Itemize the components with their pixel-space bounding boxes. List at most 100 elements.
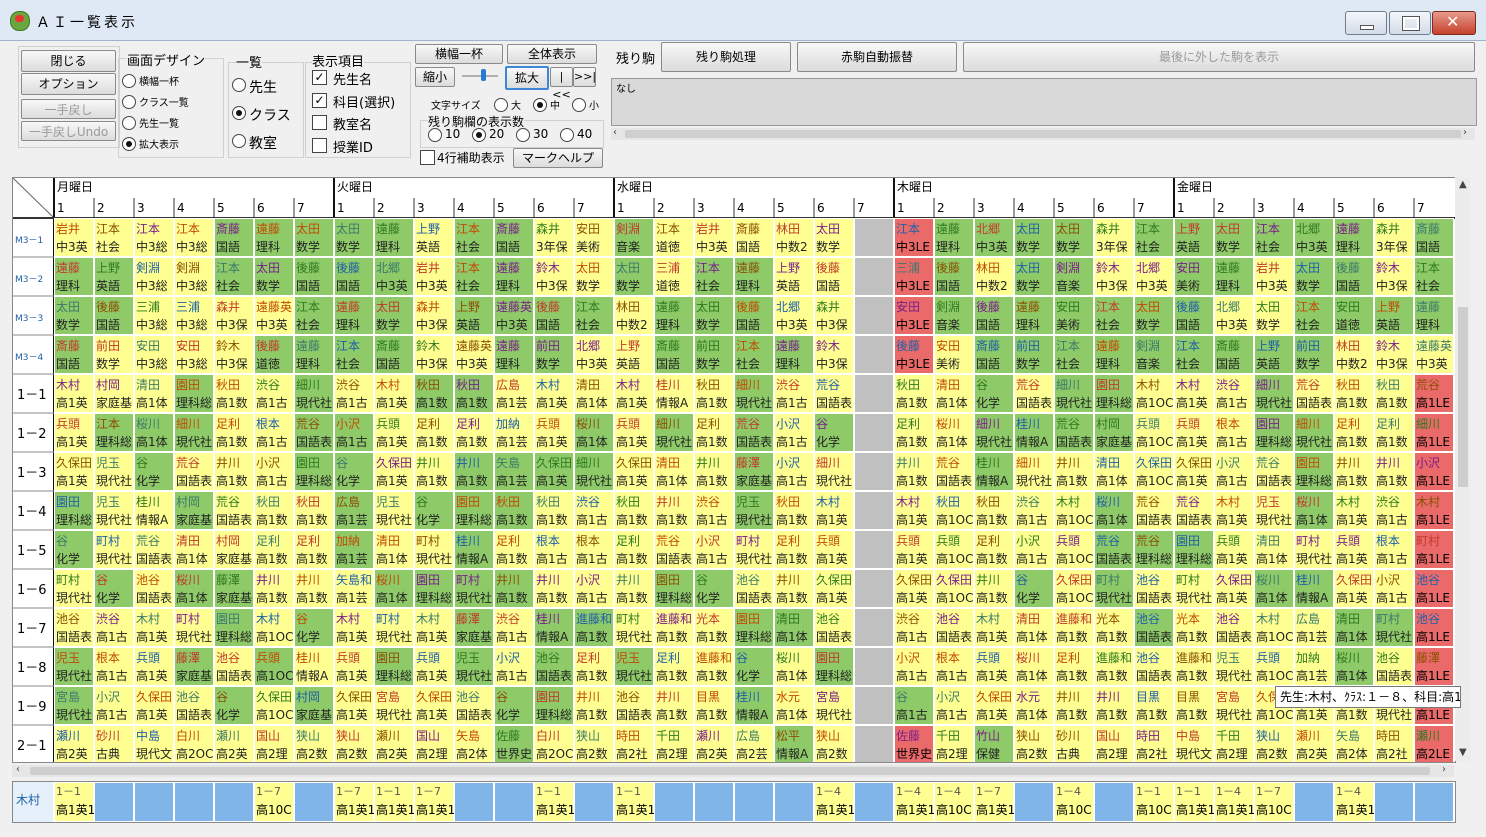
timetable-cell[interactable] bbox=[1134, 452, 1174, 491]
timetable-cell[interactable] bbox=[1254, 296, 1294, 335]
timetable-cell[interactable] bbox=[1014, 725, 1054, 763]
timetable-cell[interactable] bbox=[774, 413, 814, 452]
timetable-cell[interactable] bbox=[1214, 491, 1254, 530]
timetable-cell[interactable] bbox=[254, 647, 294, 686]
timetable-cell[interactable] bbox=[814, 608, 854, 647]
timetable-cell[interactable] bbox=[54, 530, 94, 569]
timetable-cell[interactable] bbox=[1174, 413, 1214, 452]
teacher-slot[interactable] bbox=[414, 782, 454, 822]
timetable-cell[interactable] bbox=[1054, 296, 1094, 335]
show-last-removed-button[interactable]: 最後に外した駒を表示 bbox=[963, 42, 1475, 72]
timetable-cell[interactable] bbox=[54, 491, 94, 530]
timetable-cell[interactable] bbox=[1254, 257, 1294, 296]
timetable-cell[interactable] bbox=[214, 374, 254, 413]
timetable-cell[interactable] bbox=[294, 491, 334, 530]
timetable-cell[interactable] bbox=[1294, 413, 1334, 452]
timetable-cell[interactable] bbox=[1254, 725, 1294, 763]
timetable-cell[interactable] bbox=[454, 725, 494, 763]
timetable-cell[interactable] bbox=[1334, 374, 1374, 413]
timetable-cell[interactable] bbox=[1254, 530, 1294, 569]
show-all-button[interactable]: 全体表示 bbox=[507, 44, 597, 64]
timetable-cell[interactable] bbox=[774, 296, 814, 335]
timetable-cell[interactable] bbox=[1214, 686, 1254, 725]
timetable-cell[interactable] bbox=[814, 452, 854, 491]
timetable-cell[interactable] bbox=[494, 491, 534, 530]
timetable-cell[interactable] bbox=[374, 608, 414, 647]
timetable-cell[interactable] bbox=[1214, 725, 1254, 763]
grid-h-scrollbar[interactable]: ‹ › bbox=[12, 764, 1454, 777]
timetable-cell[interactable] bbox=[1054, 608, 1094, 647]
timetable-cell[interactable] bbox=[54, 725, 94, 763]
remaining-scroll-thumb[interactable] bbox=[625, 130, 1461, 138]
timetable-cell[interactable] bbox=[574, 686, 614, 725]
timetable-cell[interactable] bbox=[414, 608, 454, 647]
timetable-cell[interactable] bbox=[894, 374, 934, 413]
timetable-cell[interactable] bbox=[94, 335, 134, 374]
timetable-cell[interactable] bbox=[494, 335, 534, 374]
enlarge-button[interactable]: 拡大 bbox=[505, 66, 549, 90]
timetable-cell[interactable] bbox=[1374, 608, 1414, 647]
timetable-cell[interactable] bbox=[934, 530, 974, 569]
teacher-strip[interactable]: 木村 1－1 高1英1 1－7 高10C 1－7 高1英1 1－1 高1英1 1－7 高1英1 1－1… bbox=[12, 781, 1456, 823]
timetable-cell[interactable] bbox=[334, 608, 374, 647]
timetable-cell[interactable] bbox=[494, 530, 534, 569]
teacher-slot[interactable] bbox=[854, 782, 894, 822]
timetable-cell[interactable] bbox=[1334, 335, 1374, 374]
timetable-cell[interactable] bbox=[1214, 452, 1254, 491]
timetable-cell[interactable] bbox=[334, 413, 374, 452]
timetable-cell[interactable] bbox=[694, 374, 734, 413]
teacher-slot[interactable] bbox=[734, 782, 774, 822]
grid-v-scroll-thumb[interactable] bbox=[1458, 307, 1468, 487]
timetable-cell[interactable] bbox=[94, 413, 134, 452]
shrink-button[interactable]: 縮小 bbox=[415, 67, 455, 87]
timetable-cell[interactable] bbox=[414, 218, 454, 257]
timetable-cell[interactable] bbox=[94, 608, 134, 647]
timetable-cell[interactable] bbox=[1014, 569, 1054, 608]
timetable-cell[interactable] bbox=[614, 491, 654, 530]
teacher-slot[interactable] bbox=[54, 782, 94, 822]
timetable-cell[interactable] bbox=[254, 452, 294, 491]
zoom-slider-thumb[interactable] bbox=[481, 69, 486, 81]
timetable-cell[interactable] bbox=[134, 374, 174, 413]
timetable-cell[interactable] bbox=[894, 569, 934, 608]
timetable-cell[interactable] bbox=[1294, 257, 1334, 296]
timetable-cell[interactable] bbox=[94, 569, 134, 608]
timetable-cell[interactable] bbox=[134, 296, 174, 335]
timetable-cell[interactable] bbox=[654, 491, 694, 530]
timetable-cell[interactable] bbox=[294, 218, 334, 257]
timetable-cell[interactable] bbox=[534, 491, 574, 530]
timetable-cell[interactable] bbox=[494, 452, 534, 491]
timetable-cell[interactable] bbox=[1414, 491, 1454, 530]
timetable-cell[interactable] bbox=[894, 335, 934, 374]
timetable-cell[interactable] bbox=[54, 686, 94, 725]
timetable-cell[interactable] bbox=[1014, 530, 1054, 569]
timetable-cell[interactable] bbox=[174, 569, 214, 608]
timetable-cell[interactable] bbox=[734, 374, 774, 413]
timetable-cell[interactable] bbox=[94, 686, 134, 725]
timetable-cell[interactable] bbox=[54, 569, 94, 608]
timetable-cell[interactable] bbox=[654, 569, 694, 608]
timetable-cell[interactable] bbox=[1294, 296, 1334, 335]
timetable-cell[interactable] bbox=[734, 530, 774, 569]
timetable-cell[interactable] bbox=[214, 569, 254, 608]
timetable-cell[interactable] bbox=[534, 335, 574, 374]
screen-design-radio-1[interactable] bbox=[122, 95, 136, 109]
timetable-cell[interactable] bbox=[974, 413, 1014, 452]
timetable-cell[interactable] bbox=[494, 413, 534, 452]
timetable-cell[interactable] bbox=[1094, 608, 1134, 647]
timetable-cell[interactable] bbox=[254, 335, 294, 374]
timetable-cell[interactable] bbox=[414, 725, 454, 763]
timetable-cell[interactable] bbox=[614, 686, 654, 725]
timetable-cell[interactable] bbox=[494, 296, 534, 335]
timetable-cell[interactable] bbox=[574, 647, 614, 686]
timetable-cell[interactable] bbox=[854, 452, 894, 491]
timetable-cell[interactable] bbox=[134, 725, 174, 763]
timetable-cell[interactable] bbox=[54, 296, 94, 335]
timetable-cell[interactable] bbox=[814, 413, 854, 452]
timetable-cell[interactable] bbox=[654, 608, 694, 647]
timetable-cell[interactable] bbox=[454, 218, 494, 257]
timetable-cell[interactable] bbox=[574, 413, 614, 452]
teacher-slot[interactable] bbox=[1054, 782, 1094, 822]
timetable-cell[interactable] bbox=[934, 647, 974, 686]
timetable-cell[interactable] bbox=[294, 647, 334, 686]
